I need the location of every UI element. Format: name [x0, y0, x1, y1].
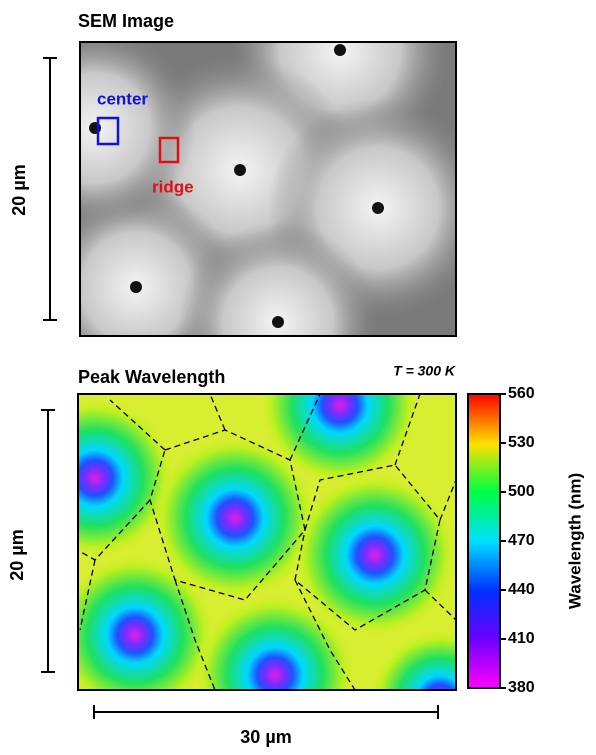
center-box [96, 116, 120, 146]
center-label: center [97, 89, 148, 108]
colorbar-tick-label: 500 [508, 483, 535, 500]
colorbar-tick-label: 530 [508, 434, 535, 451]
colorbar-tick-label: 440 [508, 581, 535, 598]
colorbar-tick-label: 470 [508, 532, 535, 549]
map-scale-bar-y [41, 409, 55, 673]
sem-image [80, 42, 456, 336]
ridge-box [158, 136, 180, 164]
colorbar-label: Wavelength (nm) [565, 473, 584, 609]
sem-scale-label: 20 µm [9, 164, 29, 215]
sem-title: SEM Image [78, 11, 174, 31]
colorbar-tick-label: 560 [508, 385, 535, 402]
sem-scale-bar [43, 57, 57, 321]
map-frame [77, 393, 457, 691]
sem-frame [79, 41, 457, 337]
map-title: Peak Wavelength [78, 367, 225, 387]
ridge-label: ridge [152, 177, 194, 196]
map-scale-label-y: 20 µm [7, 529, 27, 580]
map-scale-bar-x [93, 705, 439, 719]
wavelength-map [78, 394, 456, 690]
colorbar-tick-label: 410 [508, 630, 535, 647]
colorbar [467, 393, 501, 689]
map-scale-label-x: 30 µm [240, 727, 291, 747]
temperature: T = 300 K [393, 363, 456, 379]
colorbar-tick-label: 380 [508, 679, 535, 696]
